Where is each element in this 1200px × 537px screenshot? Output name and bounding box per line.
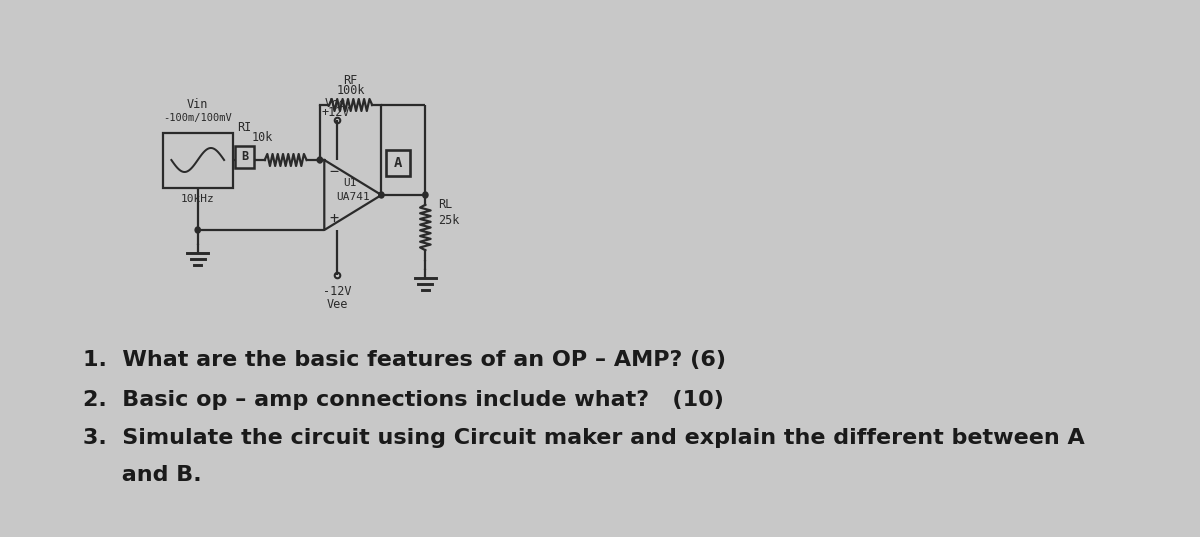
Text: U1: U1 (343, 178, 358, 188)
Text: -12V: -12V (323, 285, 352, 298)
Text: −: − (330, 164, 338, 179)
Text: A: A (394, 156, 402, 170)
Text: 10k: 10k (251, 131, 272, 144)
Text: B: B (241, 150, 248, 163)
Text: 25k: 25k (438, 214, 460, 227)
Bar (162, 133, 233, 187)
Circle shape (196, 227, 200, 233)
Text: RF: RF (343, 74, 358, 87)
Text: -100m/100mV: -100m/100mV (163, 112, 232, 122)
Text: Vcc: Vcc (325, 97, 347, 110)
Circle shape (379, 192, 384, 198)
Text: RI: RI (238, 121, 252, 134)
Text: 1.  What are the basic features of an OP – AMP? (6): 1. What are the basic features of an OP … (84, 350, 726, 370)
Text: 10kHz: 10kHz (181, 193, 215, 204)
Text: +12V: +12V (322, 106, 350, 119)
Text: 2.  Basic op – amp connections include what?   (10): 2. Basic op – amp connections include wh… (84, 390, 725, 410)
Text: 3.  Simulate the circuit using Circuit maker and explain the different between A: 3. Simulate the circuit using Circuit ma… (84, 428, 1085, 448)
Text: Vin: Vin (187, 98, 209, 111)
Text: 100k: 100k (336, 84, 365, 97)
Text: RL: RL (438, 199, 452, 212)
Circle shape (422, 192, 428, 198)
Text: and B.: and B. (84, 465, 202, 485)
Text: Vee: Vee (326, 298, 348, 311)
Text: UA741: UA741 (337, 192, 371, 202)
Bar (235, 146, 254, 168)
Text: +: + (330, 211, 338, 226)
Circle shape (317, 157, 323, 163)
Bar (386, 150, 410, 176)
